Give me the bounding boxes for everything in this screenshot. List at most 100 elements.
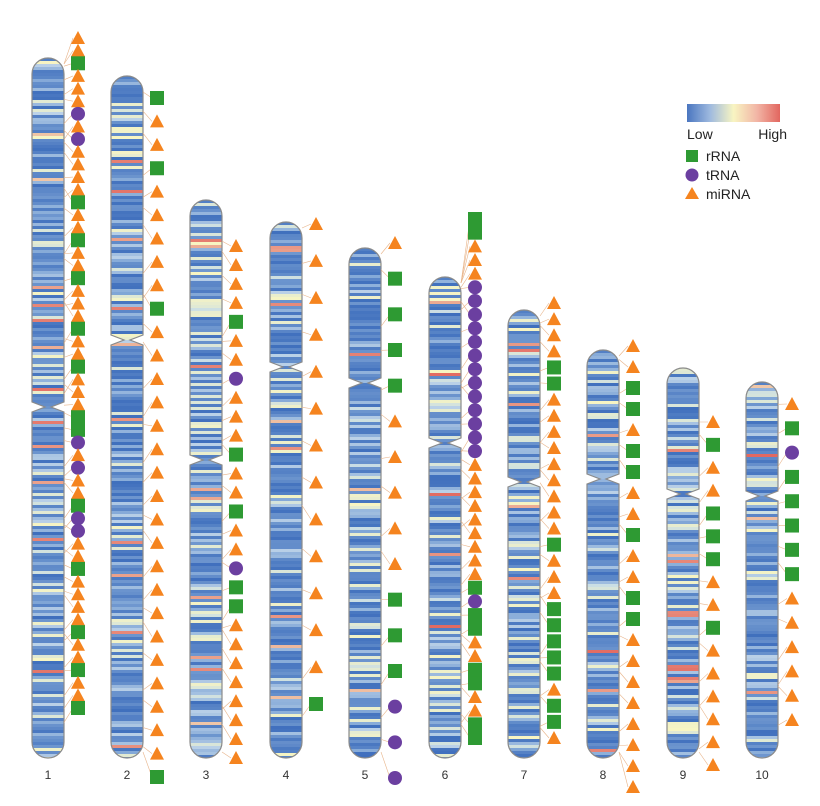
marker-leader <box>301 624 312 631</box>
rrna-marker <box>388 628 402 643</box>
marker-leader <box>142 341 153 356</box>
marker-leader <box>380 242 391 255</box>
trna-marker <box>468 594 482 609</box>
marker-leader <box>618 555 629 565</box>
marker-leader <box>460 634 471 643</box>
mirna-marker <box>706 483 720 497</box>
marker-leader <box>539 469 550 481</box>
marker-leader <box>142 207 153 216</box>
marker-leader <box>221 275 232 285</box>
marker-leader <box>777 598 788 605</box>
heat-colorbar <box>687 104 780 122</box>
trna-marker <box>229 371 243 386</box>
mirna-marker <box>229 637 243 651</box>
marker-leader <box>63 379 74 394</box>
rrna-marker <box>785 567 799 582</box>
marker-leader <box>63 619 74 631</box>
trna-marker <box>468 348 482 363</box>
mirna-marker <box>547 312 561 326</box>
rrna-marker <box>71 233 85 248</box>
mirna-marker <box>229 542 243 556</box>
marker-leader <box>301 331 312 336</box>
mirna-marker <box>150 676 164 690</box>
mirna-marker <box>309 660 323 674</box>
rrna-marker <box>547 634 561 649</box>
mirna-marker <box>309 586 323 600</box>
marker-leader <box>460 642 471 657</box>
rrna-marker <box>547 618 561 633</box>
marker-leader <box>63 99 74 102</box>
chromosome-label: 6 <box>442 768 449 782</box>
trna-marker <box>468 444 482 459</box>
heat-bands <box>190 200 222 758</box>
marker-leader <box>63 152 74 165</box>
marker-leader <box>142 472 153 483</box>
mirna-marker <box>229 751 243 764</box>
mirna-marker <box>229 352 243 366</box>
mirna-marker <box>71 574 85 588</box>
rrna-marker <box>785 542 799 557</box>
mirna-marker <box>150 137 164 151</box>
mirna-marker <box>785 397 799 410</box>
rrna-marker <box>626 402 640 416</box>
mirna-marker <box>706 415 720 428</box>
heat-bands <box>429 277 461 758</box>
mirna-marker <box>626 780 640 793</box>
chromosome-label: 2 <box>124 768 131 782</box>
mirna-marker <box>150 184 164 198</box>
mirna-marker <box>547 441 561 454</box>
heat-bands <box>349 248 381 758</box>
marker-leader <box>142 514 153 520</box>
chromosome-10: 10 <box>745 381 799 782</box>
mirna-marker <box>150 231 164 245</box>
marker-leader <box>63 633 74 645</box>
mirna-marker <box>309 253 323 267</box>
mirna-marker <box>309 290 323 304</box>
chromosome-label: 5 <box>362 768 369 782</box>
mirna-marker <box>626 633 640 646</box>
mirna-marker <box>468 471 482 485</box>
mirna-marker <box>309 475 323 489</box>
rrna-marker <box>468 608 482 623</box>
mirna-marker <box>229 732 243 746</box>
rrna-marker <box>71 271 85 286</box>
mirna-marker <box>468 703 482 717</box>
trna-marker <box>468 430 482 445</box>
rrna-marker <box>626 444 640 458</box>
mirna-marker <box>785 713 799 726</box>
mirna-marker <box>626 507 640 520</box>
mirna-marker <box>547 521 561 535</box>
marker-leader <box>142 529 153 544</box>
chromosome-1: 1 <box>31 31 85 782</box>
mirna-marker <box>706 460 720 474</box>
chromosome-9: 9 <box>666 367 720 782</box>
marker-leader <box>618 359 629 368</box>
marker-leader <box>63 189 74 198</box>
mirna-marker <box>150 348 164 362</box>
marker-leader <box>301 260 312 264</box>
mirna-marker <box>150 606 164 620</box>
marker-leader <box>142 378 153 389</box>
mirna-marker <box>229 257 243 271</box>
marker-leader <box>63 454 74 468</box>
marker-leader <box>63 207 74 216</box>
marker-leader <box>539 727 550 739</box>
mirna-marker <box>150 114 164 128</box>
mirna-marker <box>547 424 561 438</box>
marker-leader <box>460 560 471 570</box>
mirna-marker <box>71 549 85 563</box>
marker-leader <box>142 589 153 601</box>
mirna-marker <box>150 629 164 643</box>
legend-mirna-label: miRNA <box>706 186 751 202</box>
marker-leader <box>63 290 74 301</box>
mirna-marker <box>785 615 799 629</box>
mirna-marker <box>388 557 402 570</box>
marker-leader <box>618 576 629 583</box>
rrna-marker <box>468 225 482 240</box>
marker-leader <box>63 227 74 237</box>
heat-bands <box>587 350 619 758</box>
mirna-marker <box>150 208 164 222</box>
heat-bands <box>270 222 302 758</box>
chromosome-label: 1 <box>45 768 52 782</box>
mirna-marker <box>229 295 243 309</box>
